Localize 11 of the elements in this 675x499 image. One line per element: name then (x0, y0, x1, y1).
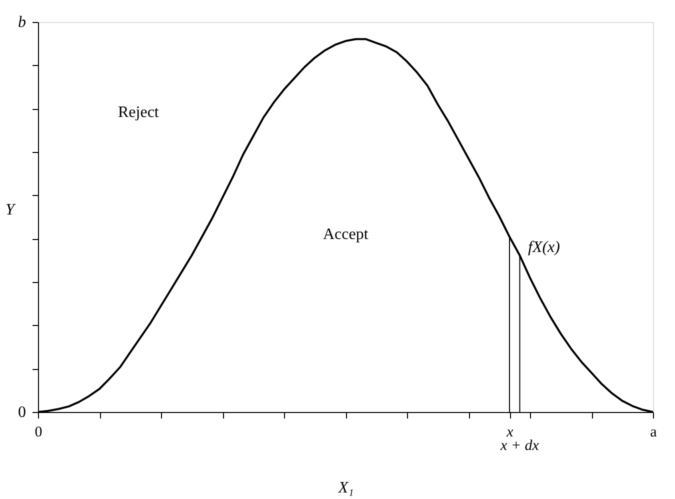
x-tick-label: 0 (34, 424, 42, 440)
x-tick-label: x + dx (500, 438, 540, 454)
text: 0 (18, 404, 26, 421)
y-axis-title: Y (6, 202, 17, 218)
x-tick-label: x (506, 424, 514, 440)
text: b (18, 14, 26, 31)
x-axis-title: X₁ (337, 480, 354, 496)
x-tick-label: a (650, 424, 658, 440)
annotation: fX(x) (528, 239, 560, 256)
annotation: Accept (323, 226, 369, 243)
annotation: Reject (118, 104, 160, 121)
